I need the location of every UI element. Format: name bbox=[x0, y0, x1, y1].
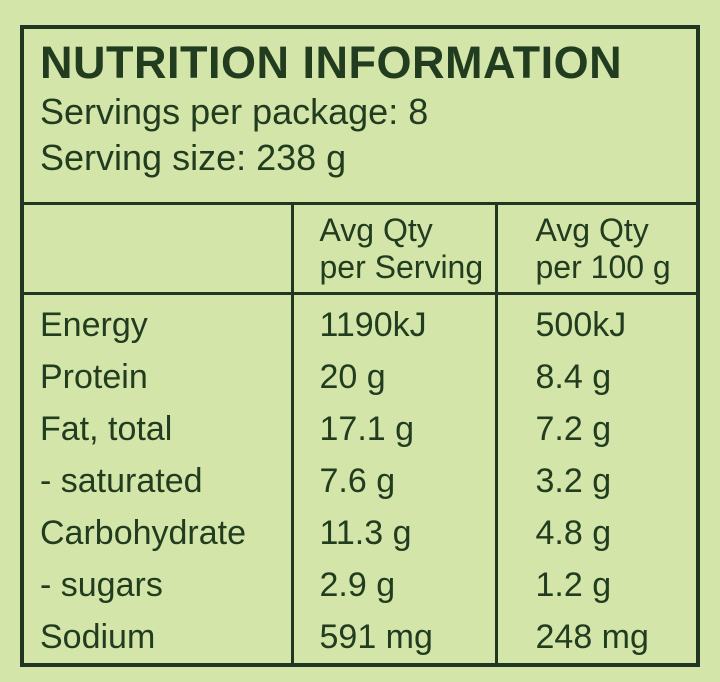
value-per-100g: 3.2 g bbox=[494, 455, 696, 507]
table-row-sodium: Sodium 591 mg 248 mg bbox=[24, 611, 696, 663]
nutrient-name: Fat, total bbox=[40, 409, 173, 448]
value-per-100g: 8.4 g bbox=[494, 351, 696, 403]
nutrient-name: Energy bbox=[40, 305, 148, 344]
table-row-fat-total: Fat, total 17.1 g 7.2 g bbox=[24, 403, 696, 455]
table-header: Avg Qty per Serving Avg Qty per 100 g bbox=[24, 202, 696, 295]
value-per-serving: 1190kJ bbox=[290, 293, 496, 351]
value-per-serving: 20 g bbox=[290, 351, 496, 403]
table-row-sugars: - sugars 2.9 g 1.2 g bbox=[24, 559, 696, 611]
per-serving-header-line2: per Serving bbox=[319, 248, 484, 285]
header-cell-per-serving: Avg Qty per Serving bbox=[290, 202, 496, 295]
servings-per-package: Servings per package: 8 bbox=[40, 91, 429, 132]
value-per-100g: 7.2 g bbox=[494, 403, 696, 455]
value-per-serving: 2.9 g bbox=[290, 559, 496, 611]
nutrient-name: Sodium bbox=[40, 617, 156, 656]
per-100g-header-line1: Avg Qty bbox=[535, 211, 649, 248]
table-row-protein: Protein 20 g 8.4 g bbox=[24, 351, 696, 403]
header-row: Avg Qty per Serving Avg Qty per 100 g bbox=[24, 202, 696, 295]
nutrient-name: - saturated bbox=[40, 461, 203, 500]
per-100g-header-line2: per 100 g bbox=[535, 248, 671, 285]
per-serving-header-line1: Avg Qty bbox=[319, 211, 433, 248]
value-per-100g: 248 mg bbox=[494, 611, 696, 663]
table-row-carbohydrate: Carbohydrate 11.3 g 4.8 g bbox=[24, 507, 696, 559]
serving-size: Serving size: 238 g bbox=[40, 137, 347, 178]
nutrient-name: Carbohydrate bbox=[40, 513, 247, 552]
table-row-saturated: - saturated 7.6 g 3.2 g bbox=[24, 455, 696, 507]
header-cell-empty bbox=[24, 202, 292, 295]
label-header: NUTRITION INFORMATION Servings per packa… bbox=[24, 29, 696, 202]
value-per-serving: 17.1 g bbox=[290, 403, 496, 455]
nutrient-name: - sugars bbox=[40, 565, 163, 604]
value-per-serving: 591 mg bbox=[290, 611, 496, 663]
table-body: Energy 1190kJ 500kJ Protein 20 g 8.4 g F… bbox=[24, 293, 696, 663]
label-title: NUTRITION INFORMATION bbox=[40, 37, 623, 88]
header-cell-per-100g: Avg Qty per 100 g bbox=[494, 202, 696, 295]
nutrition-label: NUTRITION INFORMATION Servings per packa… bbox=[20, 25, 700, 667]
value-per-serving: 11.3 g bbox=[290, 507, 496, 559]
value-per-serving: 7.6 g bbox=[290, 455, 496, 507]
value-per-100g: 500kJ bbox=[494, 293, 696, 351]
nutrient-name: Protein bbox=[40, 357, 148, 396]
value-per-100g: 4.8 g bbox=[494, 507, 696, 559]
value-per-100g: 1.2 g bbox=[494, 559, 696, 611]
table-row-energy: Energy 1190kJ 500kJ bbox=[24, 293, 696, 351]
nutrition-table: Avg Qty per Serving Avg Qty per 100 g En… bbox=[24, 202, 696, 663]
